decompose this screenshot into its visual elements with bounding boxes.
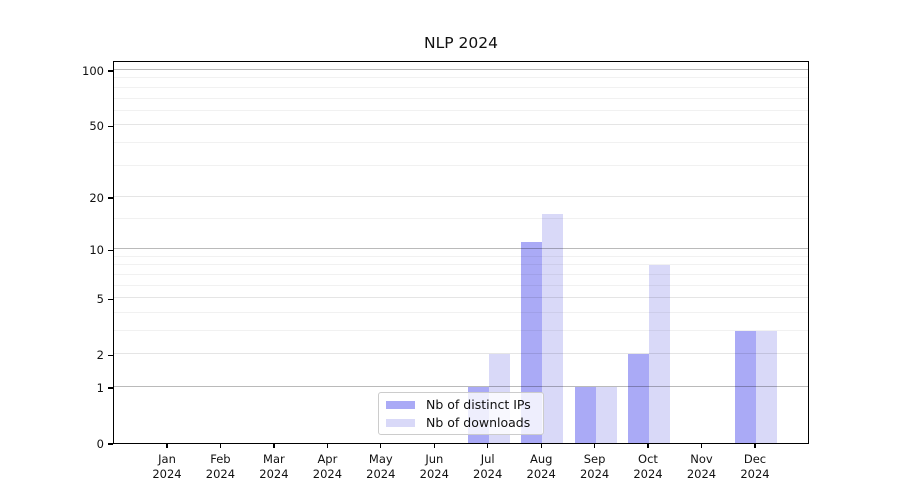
gridline-y-100 (114, 69, 808, 70)
y-tick-label-0: 0 (96, 437, 104, 451)
x-tick-mark-sep (593, 444, 596, 448)
x-tick-mark-oct (647, 444, 649, 448)
x-tick-label-feb: Feb 2024 (205, 452, 236, 481)
bar-downloads-aug (542, 214, 564, 443)
x-tick-label-dec: Dec 2024 (740, 452, 770, 481)
y-tick-label-5: 5 (96, 292, 104, 307)
y-tick-mark-50 (108, 125, 113, 127)
y-tick-mark-1 (108, 387, 113, 389)
y-tick-label-10: 10 (89, 243, 104, 258)
y-tick-mark-0 (108, 443, 113, 445)
x-tick-label-jun: Jun 2024 (419, 452, 449, 481)
x-tick-mark-jan (166, 444, 168, 448)
legend-item-downloads: Nb of downloads (386, 414, 536, 430)
x-tick-mark-apr (326, 444, 329, 448)
bar-distinct-ips-oct (628, 354, 650, 443)
y-tick-label-50: 50 (89, 119, 104, 134)
x-tick-label-may: May 2024 (366, 452, 396, 481)
gridline-y-10 (114, 248, 808, 250)
x-tick-mark-feb (219, 444, 222, 448)
gridline-y-8 (114, 264, 808, 266)
gridline-y-50 (114, 124, 808, 126)
x-tick-label-mar: Mar 2024 (259, 452, 289, 481)
bar-distinct-ips-sep (574, 387, 596, 443)
plot-area (113, 61, 809, 444)
y-tick-mark-10 (108, 249, 113, 251)
legend-item-distinct-ips: Nb of distinct IPs (386, 396, 536, 412)
x-tick-label-jul: Jul 2024 (473, 452, 503, 481)
gridline-y-40 (114, 141, 808, 143)
gridline-y-1 (114, 386, 808, 387)
gridline-y-15 (114, 217, 808, 219)
gridline-y-7 (114, 273, 808, 275)
legend-swatch-distinct-ips (386, 400, 415, 409)
y-tick-label-2: 2 (96, 348, 104, 363)
gridline-y-2 (114, 353, 808, 355)
x-tick-mark-mar (273, 444, 275, 448)
x-tick-label-aug: Aug 2024 (526, 452, 556, 481)
gridline-y-6 (114, 284, 808, 286)
gridline-y-20 (114, 195, 808, 197)
legend-label-downloads: Nb of downloads (426, 414, 531, 430)
x-tick-mark-aug (540, 444, 542, 448)
gridline-y-30 (114, 164, 808, 166)
bar-downloads-sep (595, 387, 617, 443)
bar-distinct-ips-dec (734, 331, 756, 443)
legend: Nb of distinct IPs Nb of downloads (378, 392, 544, 435)
x-tick-mark-jun (433, 444, 435, 448)
gridline-y-80 (114, 86, 808, 88)
x-tick-mark-nov (700, 444, 703, 448)
y-tick-label-20: 20 (89, 190, 104, 205)
x-tick-label-sep: Sep 2024 (579, 452, 610, 481)
x-tick-mark-dec (754, 444, 756, 448)
gridline-y-90 (114, 77, 808, 79)
x-tick-mark-may (380, 444, 382, 448)
gridline-y-70 (114, 97, 808, 99)
y-tick-label-100: 100 (82, 64, 104, 78)
x-tick-mark-jul (487, 444, 489, 448)
gridline-y-4 (114, 311, 808, 313)
x-tick-label-oct: Oct 2024 (633, 452, 663, 481)
x-tick-label-apr: Apr 2024 (312, 452, 343, 481)
gridline-y-5 (114, 297, 808, 299)
y-tick-mark-100 (108, 70, 113, 72)
chart-title: NLP 2024 (424, 34, 498, 52)
gridline-y-9 (114, 255, 808, 257)
gridline-y-3 (114, 330, 808, 331)
bar-downloads-dec (755, 331, 777, 443)
bar-downloads-oct (649, 265, 671, 443)
y-tick-mark-5 (108, 298, 113, 300)
y-tick-mark-2 (108, 354, 113, 356)
legend-swatch-downloads (386, 418, 415, 427)
y-tick-mark-20 (108, 197, 113, 199)
x-tick-label-jan: Jan 2024 (152, 452, 182, 481)
gridline-y-60 (114, 109, 808, 111)
y-tick-label-1: 1 (96, 381, 104, 395)
x-tick-label-nov: Nov 2024 (686, 452, 717, 481)
legend-label-distinct-ips: Nb of distinct IPs (426, 396, 531, 412)
